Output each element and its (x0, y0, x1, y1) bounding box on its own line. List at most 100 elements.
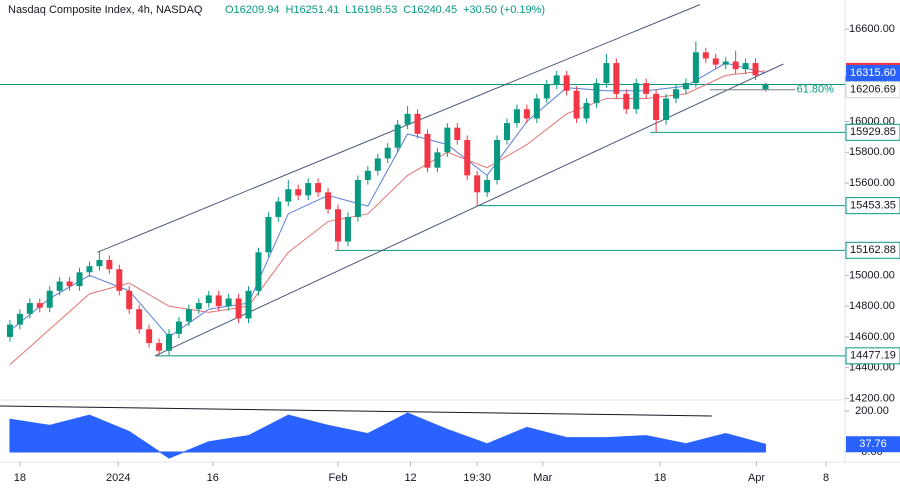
price-pane (0, 4, 845, 365)
candle-body (265, 216, 272, 253)
candle-body (86, 266, 93, 273)
candle-body (16, 313, 23, 325)
fib-box (845, 81, 900, 99)
candle-body (424, 133, 431, 168)
candle-body (275, 201, 282, 217)
candle-body (255, 252, 262, 291)
candle-body (166, 333, 172, 351)
indicator-box (846, 436, 900, 453)
candle-body (185, 309, 192, 322)
y-tick-label: 14600.00 (849, 331, 895, 343)
candle-body (633, 83, 640, 110)
x-tick-label: 8 (823, 472, 829, 484)
candle-body (504, 123, 510, 140)
x-tick-label: 18 (14, 472, 26, 484)
candle-body (46, 290, 53, 308)
candle-body (315, 183, 322, 193)
candle-body (543, 84, 550, 99)
candle-body (593, 83, 600, 104)
ohlc-label: L16196.53 (345, 4, 397, 16)
candle-body (653, 93, 660, 120)
indicator-area (9, 412, 766, 459)
level-box (845, 123, 900, 141)
candle-body (523, 109, 530, 119)
level-box (845, 347, 900, 365)
candle-body (156, 343, 163, 351)
candle-body (335, 209, 341, 242)
candle-body (583, 103, 590, 119)
candle-body (106, 260, 113, 270)
candle-body (553, 75, 560, 85)
candle-body (494, 140, 501, 180)
candle-body (573, 90, 580, 119)
candle-body (235, 298, 242, 319)
candle-body (742, 63, 749, 70)
x-tick-label: 12 (404, 472, 416, 484)
candle-body (245, 290, 252, 319)
price-label: 16315.60 (850, 67, 896, 79)
level-box (845, 197, 900, 215)
candle-body (36, 303, 43, 308)
candle-body (354, 180, 361, 217)
indicator-trendline (0, 405, 712, 417)
candle-body (26, 303, 33, 314)
candle-body (444, 127, 451, 153)
candle-body (56, 281, 63, 291)
y-tick-label: 15800.00 (849, 146, 895, 158)
y-tick-label: 14800.00 (849, 300, 895, 312)
x-tick-label: 2024 (106, 472, 130, 484)
candle-body (663, 98, 670, 120)
ohlc-label: C16240.45 (403, 4, 457, 16)
x-tick-label: 18 (654, 472, 666, 484)
candle-body (96, 260, 103, 267)
y-tick-label: 15600.00 (849, 177, 895, 189)
candle-body (712, 58, 719, 65)
ohlc-label: H16251.41 (285, 4, 339, 16)
candle-body (414, 113, 421, 134)
candle-body (6, 324, 13, 337)
indicator-tick-label: 200.00 (855, 405, 889, 417)
x-tick-label: 19:30 (463, 472, 491, 484)
candle-body (513, 109, 520, 124)
candle-body (603, 63, 610, 84)
candle-body (722, 61, 729, 65)
y-tick-label: 16600.00 (849, 23, 895, 35)
candle-body (136, 309, 143, 330)
candle-body (474, 175, 481, 193)
candle-body (126, 290, 133, 310)
ohlc-label: O16209.94 (225, 4, 279, 16)
y-tick-label: 15000.00 (849, 269, 895, 281)
candle-body (454, 127, 461, 140)
y-tick-label: 14200.00 (849, 392, 895, 404)
y-tick-label: 14400.00 (849, 362, 895, 374)
fib-label: 16206.69 (850, 84, 896, 96)
candle-body (394, 124, 401, 148)
candle-body (384, 147, 391, 159)
candle-body (643, 83, 650, 94)
level-label: 14477.19 (850, 350, 896, 362)
channel-line (154, 63, 784, 357)
candle-body (305, 183, 312, 196)
candle-body (205, 295, 212, 304)
x-tick-label: Mar (533, 472, 552, 484)
candle-body (285, 189, 292, 202)
candle-body (66, 281, 73, 287)
axes: O16209.94 H16251.41 L16196.53 C16240.45 +30.… (0, 4, 900, 484)
x-tick-label: Feb (329, 472, 348, 484)
candle-body (682, 83, 689, 90)
candle-body (325, 192, 332, 210)
change-label: +30.50 (+0.19%) (463, 4, 545, 16)
fib-text: 61.80% (797, 84, 835, 96)
candle-body (673, 89, 679, 99)
candle-body (434, 152, 441, 168)
candle-body (374, 158, 381, 171)
candle-body (175, 321, 182, 334)
candle-body (116, 269, 123, 291)
candle-body (692, 52, 699, 84)
candle-body (404, 113, 411, 125)
indicator-label: 37.76 (859, 438, 887, 450)
level-label: 15162.88 (850, 244, 896, 256)
candle-body (732, 61, 739, 70)
